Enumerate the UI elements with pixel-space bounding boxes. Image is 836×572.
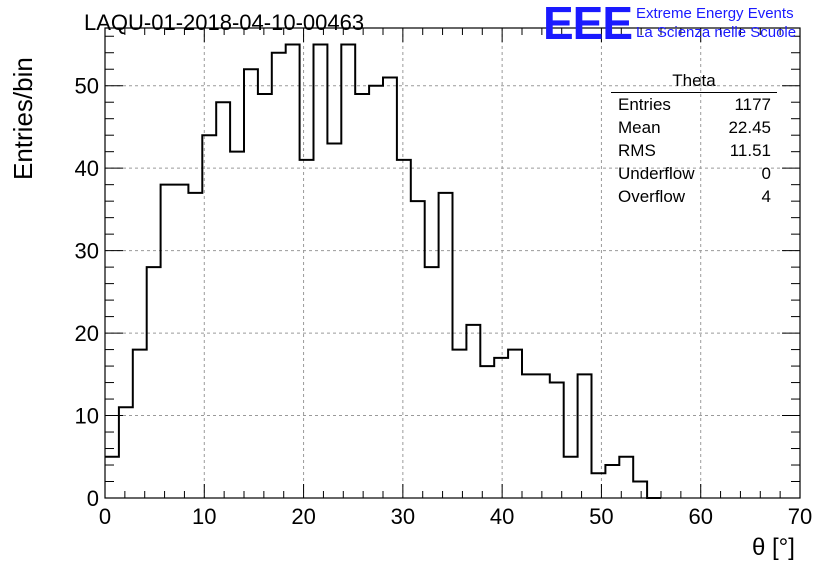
stats-row-entries: Entries 1177	[611, 93, 777, 116]
x-tick-label: 40	[490, 504, 514, 529]
x-tick-label: 30	[391, 504, 415, 529]
stats-value: 11.51	[729, 141, 771, 160]
x-tick-label: 10	[192, 504, 216, 529]
grid	[105, 28, 800, 498]
stats-label: Mean	[618, 118, 661, 137]
x-axis-label: θ [°]	[752, 534, 795, 561]
stats-title: Theta	[611, 70, 777, 93]
histogram-series	[105, 43, 661, 499]
stats-value: 1177	[734, 95, 771, 114]
logo-line2: La Scienza nelle Scuole	[636, 24, 797, 41]
eee-logo: EEE	[543, 0, 633, 49]
y-axis-label: Entries/bin	[8, 57, 38, 180]
stats-label: RMS	[618, 141, 656, 160]
x-tick-label: 20	[291, 504, 315, 529]
stats-row-underflow: Underflow 0	[611, 162, 777, 185]
stats-label: Underflow	[618, 164, 695, 183]
stats-value: 22.45	[728, 118, 771, 137]
stats-row-mean: Mean 22.45	[611, 116, 777, 139]
y-tick-label: 30	[75, 239, 99, 264]
x-tick-label: 50	[589, 504, 613, 529]
y-tick-label: 50	[75, 74, 99, 99]
stats-value: 0	[761, 164, 771, 183]
stats-box: Theta Entries 1177 Mean 22.45 RMS 11.51 …	[611, 70, 777, 208]
y-tick-label: 20	[75, 321, 99, 346]
y-tick-label: 10	[75, 404, 99, 429]
plot-frame	[104, 27, 801, 499]
x-tick-label: 0	[99, 504, 111, 529]
y-tick-label: 0	[87, 486, 99, 511]
chart-title: LAQU-01-2018-04-10-00463	[84, 10, 365, 35]
x-tick-label: 60	[688, 504, 712, 529]
logo-caption: Extreme Energy Events La Scienza nelle S…	[636, 4, 796, 42]
x-tick-label: 70	[788, 504, 812, 529]
stats-row-overflow: Overflow 4	[611, 185, 777, 208]
stats-row-rms: RMS 11.51	[611, 139, 777, 162]
logo-line1: Extreme Energy Events	[636, 5, 794, 22]
stats-label: Overflow	[618, 187, 686, 206]
stats-value: 4	[761, 187, 771, 206]
y-tick-label: 40	[75, 156, 99, 181]
stats-label: Entries	[618, 95, 671, 114]
